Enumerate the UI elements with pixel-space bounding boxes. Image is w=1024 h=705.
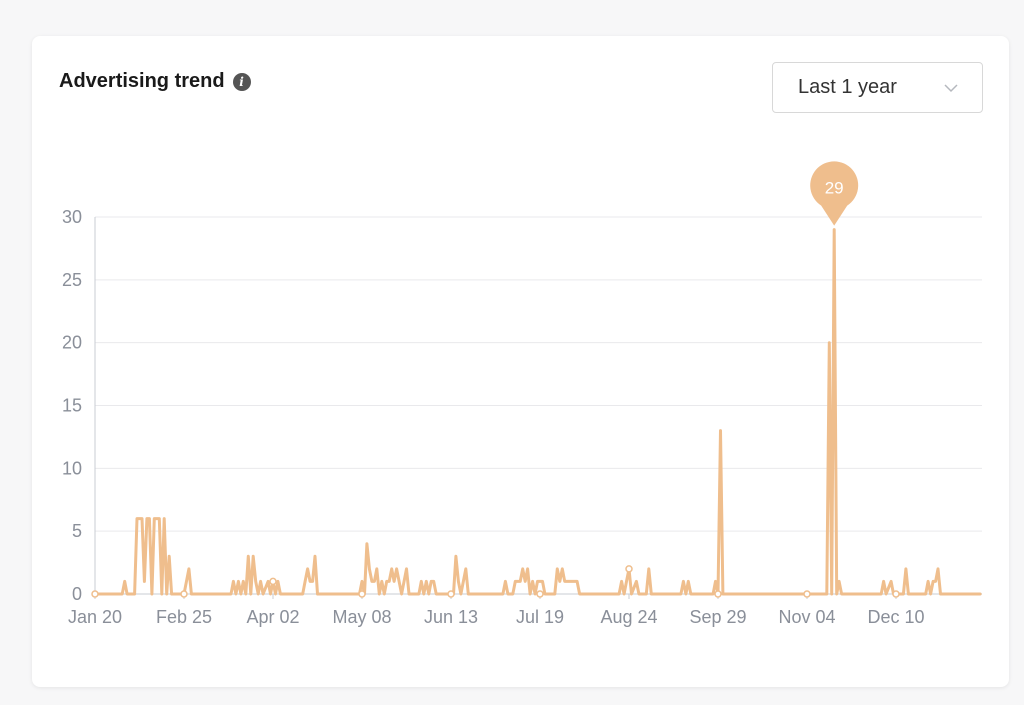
chevron-down-icon: [944, 84, 958, 93]
y-tick-label: 15: [62, 396, 82, 416]
x-tick-label: Apr 02: [246, 607, 299, 627]
data-point-marker[interactable]: [269, 577, 277, 586]
trend-line-chart: 0 5 10 15 20 25 30 Jan 20 Feb 25 Apr 02 May 08 Jun …: [62, 161, 982, 627]
data-point-marker[interactable]: [714, 590, 722, 598]
time-range-value: Last 1 year: [798, 76, 897, 98]
x-tick-label: Jan 20: [68, 607, 122, 627]
y-tick-label: 20: [62, 333, 82, 353]
x-tick-label: Nov 04: [778, 607, 835, 627]
x-tick-label: Jun 13: [424, 607, 478, 627]
advertising-trend-card: Advertising trend i Last 1 year 0 5 10 15 20…: [32, 36, 1009, 687]
data-point-marker[interactable]: [536, 590, 544, 598]
chart-title: Advertising trend: [59, 70, 225, 92]
x-tick-label: Feb 25: [156, 607, 212, 627]
data-point-marker[interactable]: [91, 590, 99, 598]
peak-callout-bubble: [810, 161, 859, 226]
card-header: Advertising trend i: [59, 70, 251, 93]
data-point-marker[interactable]: [447, 590, 455, 598]
y-tick-label: 5: [72, 521, 82, 541]
x-tick-label: Sep 29: [689, 607, 746, 627]
data-point-marker[interactable]: [625, 565, 633, 573]
y-tick-label: 0: [72, 584, 82, 604]
data-point-marker[interactable]: [180, 590, 188, 598]
time-range-select[interactable]: Last 1 year: [772, 62, 983, 113]
x-tick-label: May 08: [332, 607, 391, 627]
data-point-marker[interactable]: [358, 590, 366, 598]
data-point-marker[interactable]: [803, 590, 811, 598]
series-line: [93, 228, 982, 596]
x-tick-label: Jul 19: [516, 607, 564, 627]
y-tick-label: 10: [62, 458, 82, 478]
peak-value-label: 29: [825, 179, 844, 198]
info-icon[interactable]: i: [232, 72, 251, 91]
y-tick-label: 25: [62, 270, 82, 290]
y-tick-label: 30: [62, 207, 82, 227]
x-tick-label: Aug 24: [600, 607, 657, 627]
x-tick-label: Dec 10: [867, 607, 924, 627]
data-point-marker[interactable]: [892, 590, 900, 598]
